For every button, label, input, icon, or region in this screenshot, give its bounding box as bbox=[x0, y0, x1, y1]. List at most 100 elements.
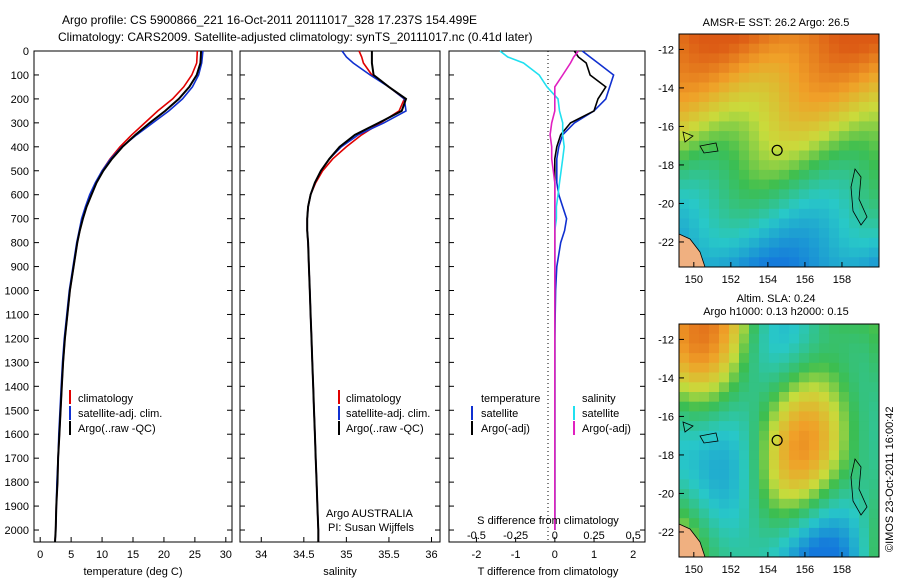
map-cell bbox=[699, 63, 710, 74]
map-cell bbox=[759, 121, 770, 132]
map-cell bbox=[849, 140, 860, 151]
map-cell bbox=[689, 208, 700, 219]
map-cell bbox=[859, 208, 870, 219]
map-cell bbox=[749, 372, 760, 383]
map-cell bbox=[859, 518, 870, 529]
map-xtick-label: 152 bbox=[722, 274, 740, 286]
map-cell bbox=[839, 82, 850, 93]
map-cell bbox=[799, 469, 810, 480]
reef-outline bbox=[850, 458, 868, 516]
map-cell bbox=[739, 440, 750, 451]
map-cell bbox=[809, 237, 820, 249]
map-cell bbox=[839, 421, 850, 432]
temperature-panel: 0 5 10 15 20 25 300100200300400500600700800900… bbox=[5, 46, 233, 578]
map-cell bbox=[759, 247, 770, 258]
map-cell bbox=[729, 537, 740, 548]
map-cell bbox=[769, 508, 780, 519]
legend-argo: Argo(..raw -QC) bbox=[78, 423, 156, 435]
map-cell bbox=[809, 34, 820, 45]
sla-map-title-1: Altim. SLA: 0.24 bbox=[737, 293, 816, 305]
map-cell bbox=[689, 179, 700, 190]
map-cell bbox=[679, 160, 690, 171]
map-cell bbox=[789, 353, 800, 364]
temp-xtick-label: 5 bbox=[68, 549, 74, 561]
map-cell bbox=[729, 469, 740, 480]
map-cell bbox=[809, 392, 820, 403]
map-cell bbox=[779, 218, 790, 229]
map-cell bbox=[799, 411, 810, 422]
map-cell bbox=[709, 169, 720, 181]
depth-tick-label: 300 bbox=[11, 118, 29, 130]
difference-panel: -2 -1 0 1 2 -0.5 -0.25 0 0.25 0.5 temperature sat… bbox=[448, 50, 646, 578]
map-cell bbox=[689, 121, 700, 132]
map-cell bbox=[729, 372, 740, 383]
map-cell bbox=[719, 247, 730, 258]
legend-temp-argo: Argo(-adj) bbox=[481, 423, 530, 435]
map-cell bbox=[749, 140, 760, 151]
map-cell bbox=[799, 343, 810, 354]
depth-tick-label: 1400 bbox=[5, 381, 29, 393]
map-cell bbox=[849, 247, 860, 258]
map-cell bbox=[819, 189, 830, 200]
map-cell bbox=[729, 247, 740, 258]
map-cell bbox=[779, 333, 790, 344]
map-cell bbox=[859, 362, 870, 373]
map-cell bbox=[839, 140, 850, 151]
map-cell bbox=[779, 169, 790, 181]
map-cell bbox=[699, 430, 710, 441]
map-cell bbox=[759, 489, 770, 500]
map-cell bbox=[859, 199, 870, 210]
map-cell bbox=[829, 199, 840, 210]
map-cell bbox=[719, 518, 730, 529]
map-cell bbox=[739, 392, 750, 403]
map-cell bbox=[689, 469, 700, 480]
map-cell bbox=[839, 228, 850, 239]
map-cell bbox=[849, 537, 860, 548]
map-cell bbox=[869, 392, 880, 403]
sal-legend-satellite: satellite-adj. clim. bbox=[346, 408, 430, 420]
map-cell bbox=[709, 92, 720, 103]
map-cell bbox=[729, 131, 740, 142]
temp-xtick-label: 30 bbox=[220, 549, 232, 561]
map-cell bbox=[729, 362, 740, 373]
map-cell bbox=[749, 362, 760, 373]
map-cell bbox=[679, 401, 690, 412]
diff-series-3 bbox=[549, 50, 580, 530]
map-cell bbox=[769, 362, 780, 373]
map-cell bbox=[789, 479, 800, 490]
map-cell bbox=[699, 53, 710, 64]
map-cell bbox=[839, 411, 850, 422]
map-cell bbox=[759, 82, 770, 93]
map-cell bbox=[829, 498, 840, 509]
map-cell bbox=[709, 508, 720, 519]
map-cell bbox=[849, 257, 860, 268]
map-cell bbox=[819, 498, 830, 509]
map-cell bbox=[779, 392, 790, 403]
map-cell bbox=[869, 343, 880, 354]
map-cell bbox=[679, 343, 690, 354]
map-cell bbox=[799, 547, 810, 558]
map-ytick-label: -12 bbox=[658, 334, 674, 346]
map-cell bbox=[699, 111, 710, 122]
map-cell bbox=[839, 518, 850, 529]
map-cell bbox=[789, 372, 800, 383]
map-cell bbox=[699, 150, 710, 161]
map-cell bbox=[739, 547, 750, 558]
map-cell bbox=[829, 150, 840, 161]
map-cell bbox=[819, 92, 830, 103]
map-cell bbox=[739, 92, 750, 103]
map-cell bbox=[729, 34, 740, 45]
map-cell bbox=[809, 53, 820, 64]
map-cell bbox=[849, 459, 860, 471]
pi-label: PI: Susan Wijffels bbox=[328, 522, 414, 534]
diff-s-tick-label: 0.25 bbox=[583, 530, 604, 542]
map-cell bbox=[869, 131, 880, 142]
map-cell bbox=[759, 63, 770, 74]
depth-tick-label: 0 bbox=[23, 46, 29, 58]
map-cell bbox=[829, 479, 840, 490]
map-cell bbox=[859, 508, 870, 519]
map-cell bbox=[839, 343, 850, 354]
map-cell bbox=[709, 411, 720, 422]
map-cell bbox=[699, 72, 710, 83]
map-cell bbox=[749, 160, 760, 171]
